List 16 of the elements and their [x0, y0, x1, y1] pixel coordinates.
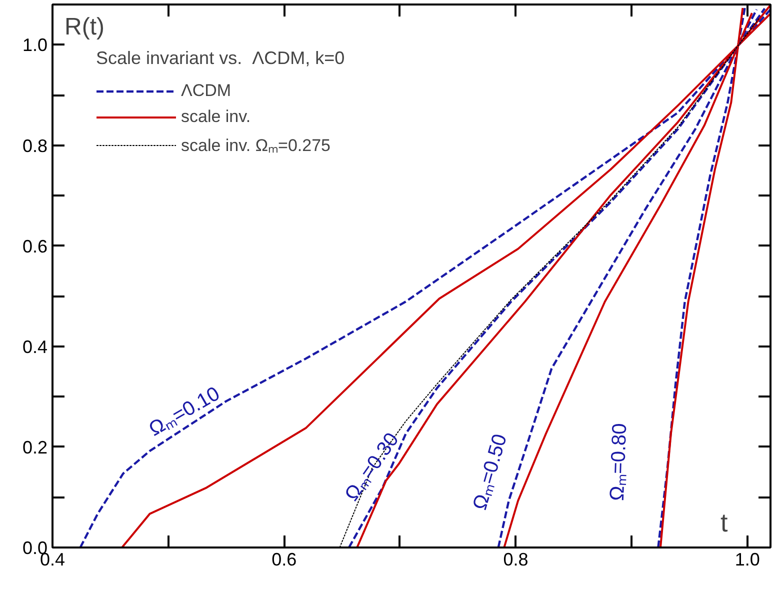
y-tick-label: 0.6 [22, 236, 48, 256]
x-tick-label: 0.6 [272, 550, 297, 570]
y-tick-label: 1.0 [22, 35, 48, 56]
y-tick-label: 0.2 [22, 437, 48, 458]
legend-title: Scale invariant vs. ΛCDM, k=0 [96, 48, 345, 69]
y-tick-label: 0.4 [22, 336, 48, 357]
annotation: Ωₘ=0.80 [606, 422, 632, 502]
legend-label: scale inv. Ωₘ=0.275 [181, 135, 331, 156]
legend-label: ΛCDM [181, 81, 232, 101]
x-axis-title: t [720, 508, 728, 538]
annotation: Ωₘ=0.50 [468, 432, 512, 512]
legend-label: scale inv. [181, 107, 251, 127]
y-axis-title: R(t) [64, 14, 104, 40]
y-tick-label: 0.8 [22, 136, 48, 156]
x-tick-label: 1.0 [734, 550, 760, 570]
x-tick-label: 0.8 [503, 550, 528, 570]
